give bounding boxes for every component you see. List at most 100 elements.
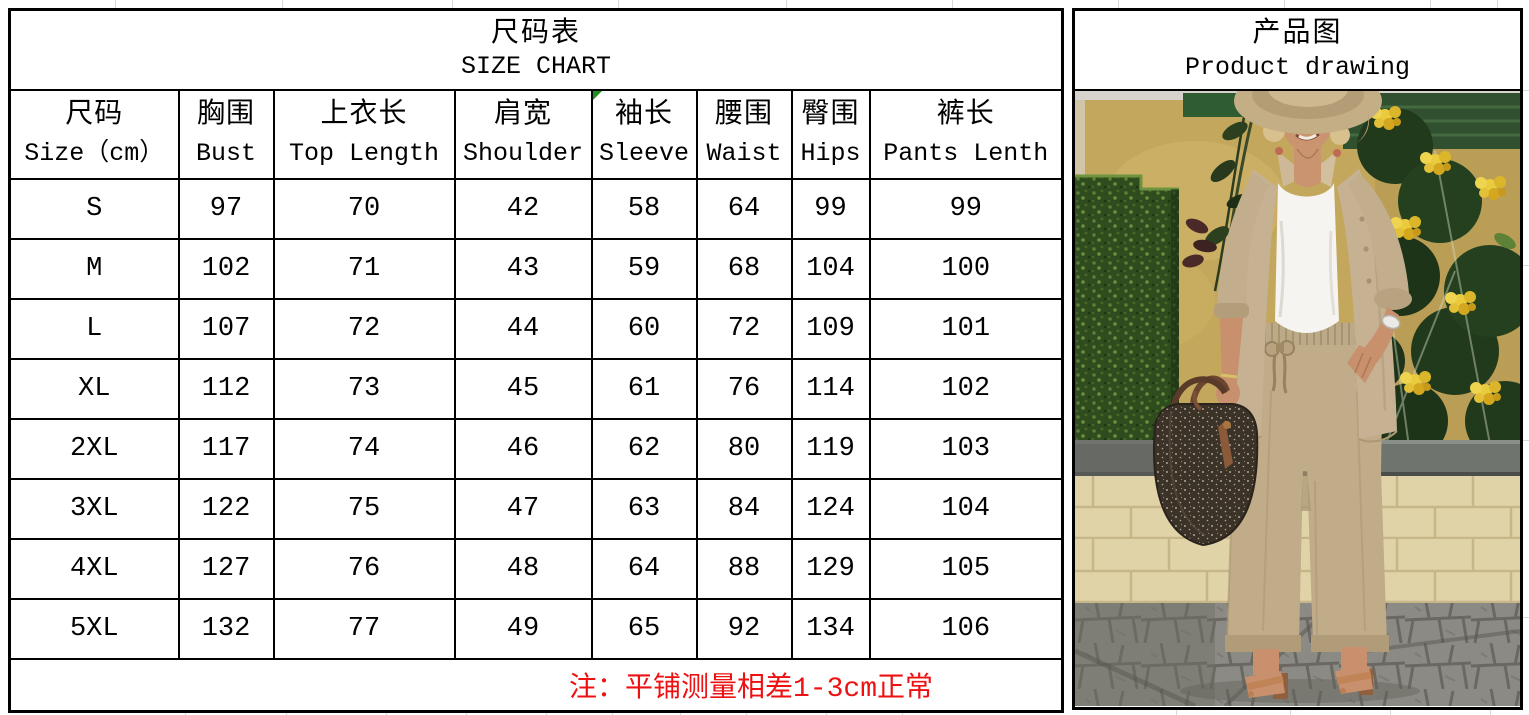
cell-value: 112: [177, 357, 275, 420]
product-panel: 产品图 Product drawing: [1072, 8, 1523, 710]
cell-value: 127: [177, 537, 275, 600]
col-waist-cn: 腰围: [714, 100, 773, 131]
chart-title-en: SIZE CHART: [461, 51, 612, 81]
cell-value: 117: [177, 417, 275, 480]
cell-value: 72: [272, 297, 456, 360]
cell-value: 107: [177, 297, 275, 360]
cell-value: 124: [790, 477, 871, 540]
cell-value: 44: [453, 297, 593, 360]
table-row-xl: XL 112 73 45 61 76 114 102: [8, 357, 1064, 420]
handbag: [1153, 375, 1259, 547]
col-size-en: Size（cm）: [24, 139, 165, 168]
chart-title-row: 尺码表 SIZE CHART: [8, 8, 1064, 91]
col-header-size: 尺码 Size（cm）: [8, 88, 180, 180]
drawstring-bow: [1264, 340, 1295, 394]
col-toplength-cn: 上衣长: [320, 100, 408, 131]
col-toplength-en: Top Length: [288, 139, 440, 168]
cell-value: 43: [453, 237, 593, 300]
cell-value: 102: [177, 237, 275, 300]
product-title-cn: 产品图: [1252, 19, 1343, 50]
note-row: 注：平铺测量相差1-3cm正常: [8, 657, 1064, 713]
chart-title-cell: 尺码表 SIZE CHART: [8, 8, 1064, 91]
cell-value: 132: [177, 597, 275, 660]
col-header-top-length: 上衣长 Top Length: [272, 88, 456, 180]
cell-value: 97: [177, 177, 275, 240]
col-shoulder-en: Shoulder: [462, 139, 584, 168]
cell-value: 62: [590, 417, 698, 480]
table-row-s: S 97 70 42 58 64 99 99: [8, 177, 1064, 240]
col-hips-cn: 臀围: [801, 100, 860, 131]
cell-value: 77: [272, 597, 456, 660]
col-header-waist: 腰围 Waist: [695, 88, 793, 180]
chart-title-cn: 尺码表: [491, 18, 582, 50]
pavement: [1075, 601, 1520, 706]
tank-top: [1275, 183, 1339, 333]
cell-value: 109: [790, 297, 871, 360]
col-hips-en: Hips: [800, 139, 861, 168]
cell-value: 76: [272, 537, 456, 600]
sun-hat: [1234, 91, 1382, 143]
cell-value: 101: [868, 297, 1064, 360]
size-label: 5XL: [8, 597, 180, 660]
cell-value: 49: [453, 597, 593, 660]
cell-value: 58: [590, 177, 698, 240]
cell-value: 42: [453, 177, 593, 240]
cell-value: 72: [695, 297, 793, 360]
right-arm: [1214, 173, 1269, 407]
cell-value: 75: [272, 477, 456, 540]
size-label: 4XL: [8, 537, 180, 600]
col-shoulder-cn: 肩宽: [493, 100, 552, 131]
left-arm: [1347, 173, 1412, 383]
cell-value: 106: [868, 597, 1064, 660]
col-header-sleeve: 袖长 Sleeve: [590, 88, 698, 180]
cell-value: 129: [790, 537, 871, 600]
table-row-m: M 102 71 43 59 68 104 100: [8, 237, 1064, 300]
product-panel-header: 产品图 Product drawing: [1075, 11, 1520, 91]
cell-value: 45: [453, 357, 593, 420]
table-row-5xl: 5XL 132 77 49 65 92 134 106: [8, 597, 1064, 660]
cell-value: 46: [453, 417, 593, 480]
cell-value: 99: [868, 177, 1064, 240]
measurement-note: 注：平铺测量相差1-3cm正常: [8, 657, 1064, 713]
table-row-4xl: 4XL 127 76 48 64 88 129 105: [8, 537, 1064, 600]
head: [1234, 91, 1382, 187]
size-label: M: [8, 237, 180, 300]
size-label: L: [8, 297, 180, 360]
cell-value: 105: [868, 537, 1064, 600]
col-sleeve-en: Sleeve: [598, 139, 689, 168]
cell-value: 64: [590, 537, 698, 600]
sandals: [1245, 647, 1373, 699]
col-waist-en: Waist: [706, 139, 782, 168]
product-title-en: Product drawing: [1184, 53, 1411, 82]
col-header-hips: 臀围 Hips: [790, 88, 871, 180]
cell-value: 88: [695, 537, 793, 600]
cell-value: 99: [790, 177, 871, 240]
cell-value: 80: [695, 417, 793, 480]
cell-value: 63: [590, 477, 698, 540]
col-header-shoulder: 肩宽 Shoulder: [453, 88, 593, 180]
table-row-l: L 107 72 44 60 72 109 101: [8, 297, 1064, 360]
col-bust-en: Bust: [195, 139, 256, 168]
size-label: 3XL: [8, 477, 180, 540]
cell-value: 104: [868, 477, 1064, 540]
cell-value: 84: [695, 477, 793, 540]
cell-value: 119: [790, 417, 871, 480]
cell-value: 92: [695, 597, 793, 660]
col-header-pants-length: 裤长 Pants Lenth: [868, 88, 1064, 180]
cell-value: 65: [590, 597, 698, 660]
cell-value: 70: [272, 177, 456, 240]
product-photo: [1075, 91, 1520, 706]
cell-value: 103: [868, 417, 1064, 480]
col-size-cn: 尺码: [65, 100, 124, 131]
col-sleeve-cn: 袖长: [614, 100, 673, 131]
size-label: XL: [8, 357, 180, 420]
cell-value: 122: [177, 477, 275, 540]
cell-value: 64: [695, 177, 793, 240]
cell-value: 47: [453, 477, 593, 540]
cell-value: 68: [695, 237, 793, 300]
cell-value: 74: [272, 417, 456, 480]
size-label: 2XL: [8, 417, 180, 480]
column-header-row: 尺码 Size（cm） 胸围 Bust 上衣长 Top Length 肩宽 Sh…: [8, 88, 1064, 180]
cell-value: 102: [868, 357, 1064, 420]
